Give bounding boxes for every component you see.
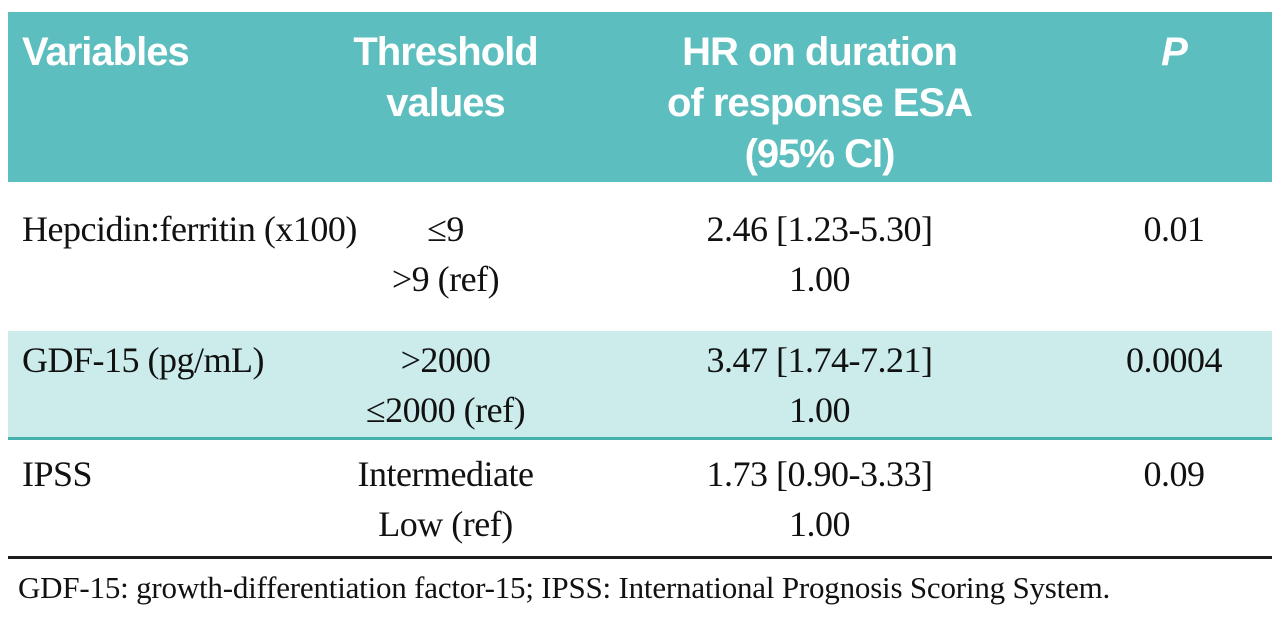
cell-hazard-ratio: 2.46 [1.23-5.30] 1.00 <box>563 204 1076 304</box>
threshold-value-line1: >2000 <box>400 340 491 380</box>
cell-threshold: ≤9 >9 (ref) <box>328 204 563 304</box>
column-header-variables-label: Variables <box>22 30 190 74</box>
hazard-ratio-line2: 1.00 <box>789 390 851 430</box>
header-lines: Variables <box>22 27 328 78</box>
cell-p-value: 0.09 <box>1076 449 1272 549</box>
cell-hazard-ratio: 3.47 [1.74-7.21] 1.00 <box>563 335 1076 435</box>
column-header-hr-duration: HR on duration of response ESA (95% CI) <box>563 27 1076 182</box>
header-lines: P <box>1076 27 1272 78</box>
table-footnote: GDF-15: growth-differentiation factor-15… <box>18 570 1111 605</box>
cell-variable: GDF-15 (pg/mL) <box>8 335 328 435</box>
header-lines: Threshold values <box>328 27 563 129</box>
table-header-row: Variables Threshold values HR on duratio… <box>8 12 1272 182</box>
hazard-ratio-line2: 1.00 <box>789 259 851 299</box>
table-row-hepcidin-ferritin: Hepcidin:ferritin (x100) ≤9 >9 (ref) 2.4… <box>8 182 1272 331</box>
hazard-ratio-line2: 1.00 <box>789 504 851 544</box>
column-header-hr-line2: of response ESA <box>666 81 973 125</box>
threshold-value-line1: Intermediate <box>357 454 534 494</box>
threshold-value-line2: ≤2000 (ref) <box>365 390 526 430</box>
cell-variable: Hepcidin:ferritin (x100) <box>8 204 357 304</box>
column-header-p-label: P <box>1161 30 1188 74</box>
column-header-variables: Variables <box>8 27 328 182</box>
cell-variable: IPSS <box>8 449 328 549</box>
table-row-gdf-15: GDF-15 (pg/mL) >2000 ≤2000 (ref) 3.47 [1… <box>8 331 1272 440</box>
header-lines: HR on duration of response ESA (95% CI) <box>563 27 1076 180</box>
p-value: 0.01 <box>1143 209 1206 249</box>
column-header-p-value: P <box>1076 27 1272 182</box>
column-header-hr-line3: (95% CI) <box>744 132 896 176</box>
threshold-value-line2: >9 (ref) <box>391 259 500 299</box>
cell-p-value: 0.01 <box>1076 204 1272 304</box>
variable-label: GDF-15 (pg/mL) <box>22 340 264 380</box>
p-value: 0.0004 <box>1126 340 1223 380</box>
column-header-threshold-line2: values <box>386 81 506 125</box>
variable-label: IPSS <box>22 454 93 494</box>
cell-p-value: 0.0004 <box>1076 335 1272 435</box>
variable-label: Hepcidin:ferritin (x100) <box>22 209 357 249</box>
cell-hazard-ratio: 1.73 [0.90-3.33] 1.00 <box>563 449 1076 549</box>
cell-threshold: Intermediate Low (ref) <box>328 449 563 549</box>
table-row-ipss: IPSS Intermediate Low (ref) 1.73 [0.90-3… <box>8 440 1272 559</box>
p-value: 0.09 <box>1143 454 1206 494</box>
hazard-ratio-line1: 2.46 [1.23-5.30] <box>706 209 933 249</box>
column-header-hr-line1: HR on duration <box>682 30 958 74</box>
hazard-ratio-line1: 3.47 [1.74-7.21] <box>706 340 933 380</box>
threshold-value-line1: ≤9 <box>427 209 464 249</box>
statistics-table: Variables Threshold values HR on duratio… <box>8 12 1272 606</box>
hazard-ratio-line1: 1.73 [0.90-3.33] <box>706 454 933 494</box>
column-header-threshold-line1: Threshold <box>353 30 538 74</box>
cell-threshold: >2000 ≤2000 (ref) <box>328 335 563 435</box>
threshold-value-line2: Low (ref) <box>378 504 513 544</box>
column-header-threshold-values: Threshold values <box>328 27 563 182</box>
